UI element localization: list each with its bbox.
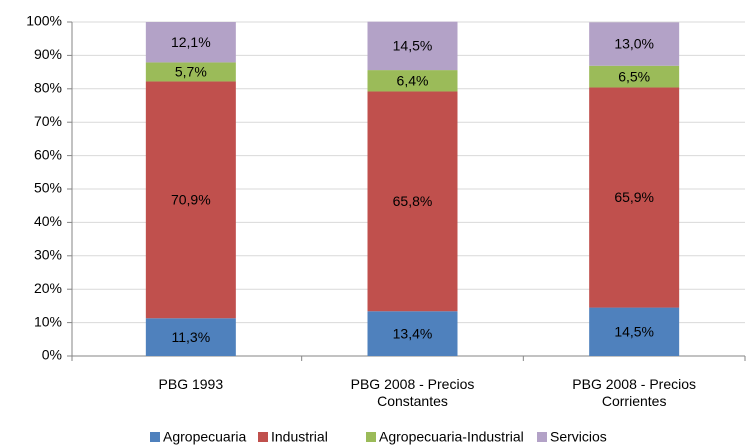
y-tick-label: 10% (34, 313, 62, 329)
data-label: 5,7% (175, 64, 207, 80)
legend-swatch (258, 432, 268, 442)
bar-segment (589, 87, 680, 308)
data-label: 11,3% (171, 329, 210, 345)
data-label: 14,5% (393, 38, 433, 54)
y-tick-label: 60% (34, 146, 62, 162)
data-label: 13,4% (393, 325, 433, 341)
bar-segment (367, 91, 458, 312)
legend-swatch (537, 432, 547, 442)
y-tick-label: 20% (34, 280, 62, 296)
bar-segment (589, 22, 680, 66)
y-tick-label: 30% (34, 247, 62, 263)
legend-label: Industrial (271, 429, 328, 445)
bar-segment (145, 318, 236, 356)
y-tick-label: 40% (34, 213, 62, 229)
legend-swatch (150, 432, 160, 442)
data-label: 12,1% (171, 34, 211, 50)
data-label: 70,9% (171, 192, 211, 208)
y-tick-label: 70% (34, 113, 62, 129)
data-label: 14,5% (614, 323, 654, 339)
y-tick-label: 80% (34, 80, 62, 96)
bar-segment (367, 70, 458, 92)
legend-label: Servicios (550, 429, 607, 445)
y-tick-label: 90% (34, 46, 62, 62)
y-tick-label: 0% (42, 347, 62, 363)
legend-swatch (366, 432, 376, 442)
bar-segment (145, 22, 236, 63)
legend-label: Agropecuaria-Industrial (379, 429, 524, 445)
data-label: 6,4% (397, 72, 429, 88)
data-label: 65,8% (393, 193, 433, 209)
y-tick-label: 100% (26, 13, 62, 29)
bar-segment (367, 21, 458, 71)
bar-segment (145, 81, 236, 319)
x-tick-label: PBG 2008 - Precios Corrientes (572, 376, 697, 409)
bar-segment (589, 307, 680, 356)
data-label: 65,9% (614, 189, 654, 205)
x-tick-label: PBG 2008 - Precios Constantes (350, 376, 475, 409)
data-label: 6,5% (618, 68, 650, 84)
data-label: 13,0% (614, 36, 654, 52)
y-tick-label: 50% (34, 180, 62, 196)
bar-segment (367, 311, 458, 356)
bar-segment (589, 65, 680, 88)
x-tick-label: PBG 1993 (158, 376, 224, 392)
bar-segment (145, 62, 236, 82)
legend-label: Agropecuaria (163, 429, 246, 445)
